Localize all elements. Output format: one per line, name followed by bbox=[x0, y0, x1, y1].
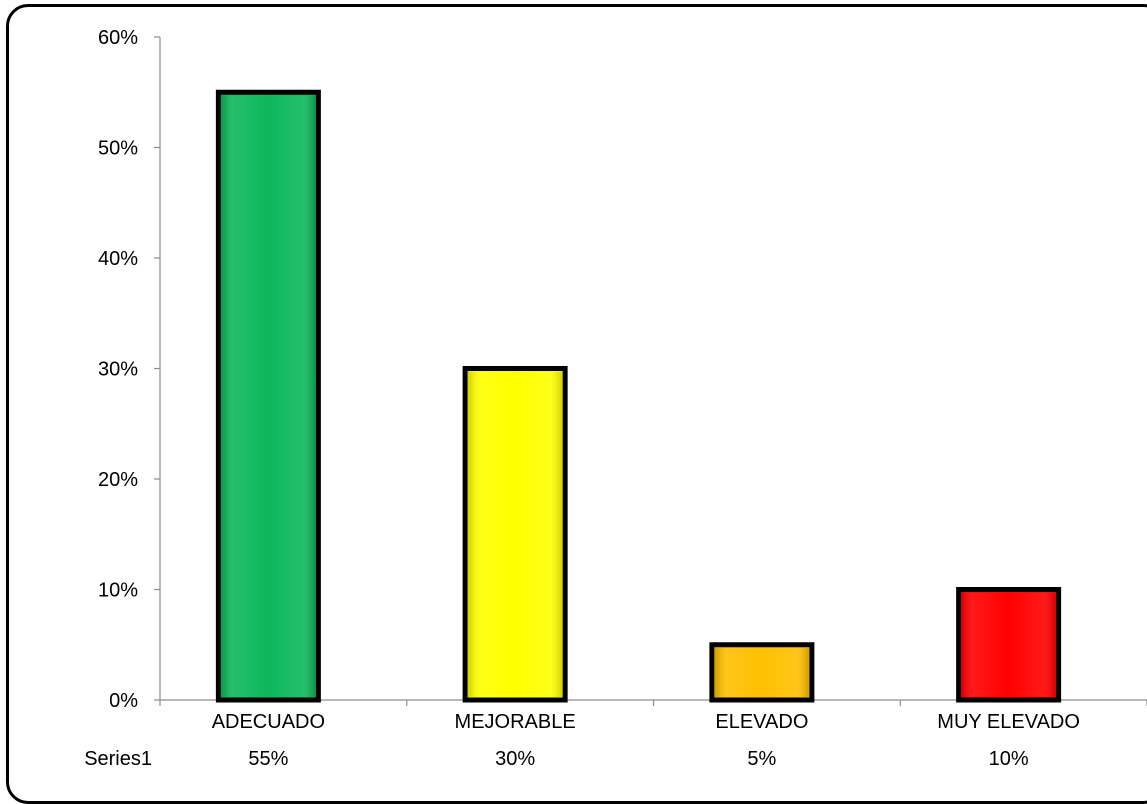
category-label: ADECUADO bbox=[212, 711, 325, 733]
category-label: MUY ELEVADO bbox=[937, 711, 1080, 733]
labels: 0% 10% 20% 30% 40% 50% 60% ADECUADO 55% MEJORABLE… bbox=[84, 27, 1080, 770]
y-tick-label: 50% bbox=[98, 138, 138, 160]
y-tick-label: 0% bbox=[109, 690, 138, 712]
y-tick-label: 40% bbox=[98, 248, 138, 270]
y-tick-label: 10% bbox=[98, 580, 138, 602]
series-name: Series1 bbox=[84, 748, 152, 770]
category-label: MEJORABLE bbox=[455, 711, 576, 733]
bar-chart: 0% 10% 20% 30% 40% 50% 60% ADECUADO 55% MEJORABLE… bbox=[84, 27, 1147, 770]
data-table-value: 10% bbox=[989, 748, 1029, 770]
bar-shine bbox=[961, 592, 1056, 697]
data-table-value: 55% bbox=[248, 748, 288, 770]
bar-shine bbox=[221, 95, 316, 697]
category-label: ELEVADO bbox=[715, 711, 808, 733]
y-tick-label: 20% bbox=[98, 469, 138, 491]
bar-shine bbox=[714, 647, 809, 697]
y-tick-label: 60% bbox=[98, 27, 138, 49]
data-table-value: 5% bbox=[747, 748, 776, 770]
bars bbox=[215, 89, 1062, 703]
data-table-value: 30% bbox=[495, 748, 535, 770]
bar-shine bbox=[468, 371, 563, 697]
y-tick-label: 30% bbox=[98, 359, 138, 381]
